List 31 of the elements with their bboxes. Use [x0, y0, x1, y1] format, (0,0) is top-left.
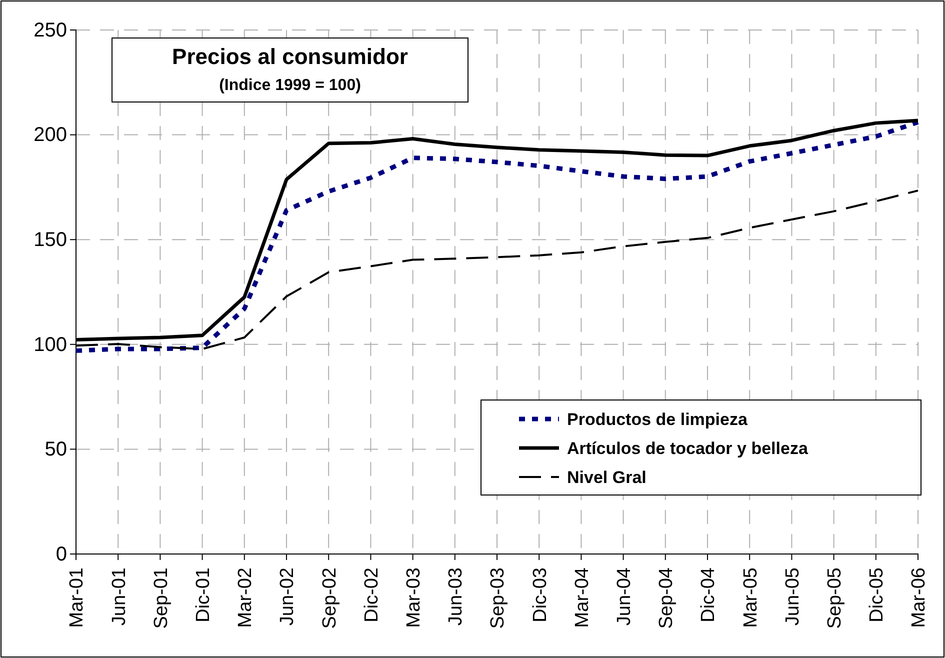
x-tick-label: Dic-04: [698, 567, 720, 622]
x-tick-label: Sep-01: [150, 568, 172, 629]
x-tick-label: Jun-01: [108, 568, 130, 626]
legend-label: Nivel Gral: [567, 468, 646, 487]
x-tick-label: Jun-03: [446, 568, 467, 626]
x-tick-label: Mar-02: [235, 568, 256, 628]
x-tick-label: Mar-04: [572, 567, 593, 628]
x-tick-label: Mar-03: [403, 568, 424, 628]
y-tick-label: 150: [34, 229, 67, 251]
y-tick-label: 0: [56, 543, 67, 566]
x-tick-label: Dic-05: [866, 568, 888, 622]
x-tick-label: Sep-04: [656, 567, 678, 629]
legend-label: Productos de limpieza: [567, 410, 748, 429]
x-tick-label: Jun-05: [782, 568, 804, 626]
x-tick-label: Sep-02: [319, 568, 340, 629]
x-tick-label: Sep-05: [824, 568, 846, 629]
x-tick-label: Jun-04: [614, 567, 635, 626]
x-tick-label: Sep-03: [488, 568, 509, 629]
x-tick-label: Mar-01: [66, 568, 88, 628]
x-tick-label: Dic-03: [530, 568, 551, 622]
y-tick-label: 50: [44, 438, 67, 461]
x-tick-label: Mar-05: [740, 568, 762, 628]
y-tick-label: 200: [34, 124, 67, 146]
x-tick-label: Dic-02: [361, 568, 382, 622]
x-tick-label: Mar-06: [908, 568, 930, 628]
y-tick-label: 250: [34, 19, 67, 42]
x-tick-label: Dic-01: [192, 568, 214, 622]
title-box: Precios al consumidor (Indice 1999 = 100): [112, 38, 468, 102]
y-tick-label: 100: [34, 334, 67, 356]
x-tick-label: Jun-02: [277, 568, 298, 626]
legend-label: Artículos de tocador y belleza: [567, 439, 808, 458]
